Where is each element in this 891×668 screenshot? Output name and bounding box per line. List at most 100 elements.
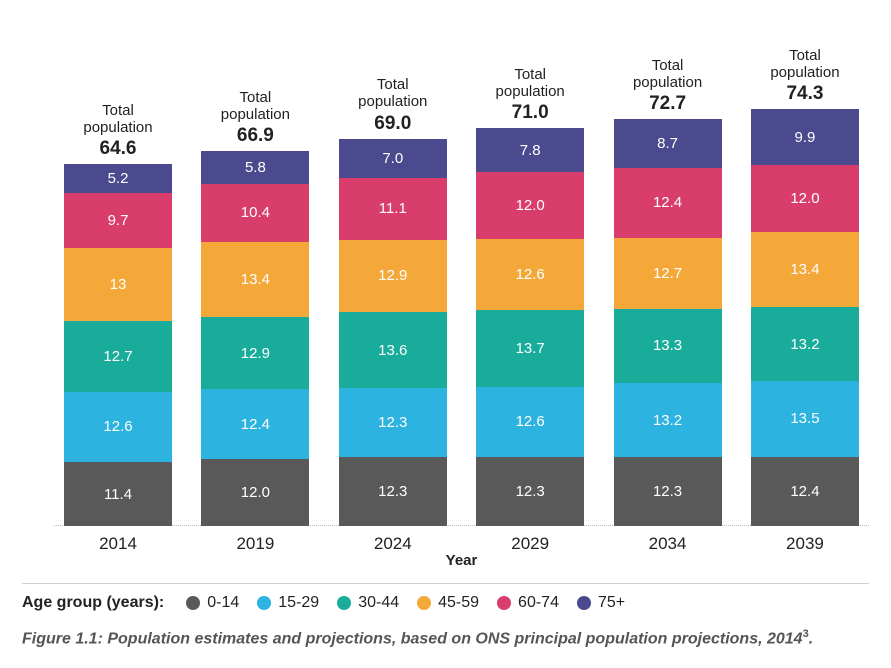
bar-segment: 13.6 bbox=[339, 312, 447, 388]
bar-segment: 10.4 bbox=[201, 184, 309, 242]
year-label: 2029 bbox=[511, 534, 549, 554]
bar-stack: 12.312.613.712.612.07.8 bbox=[476, 128, 584, 526]
bar-segment: 13.4 bbox=[201, 242, 309, 317]
legend-label: 0-14 bbox=[207, 594, 239, 612]
year-label: 2019 bbox=[236, 534, 274, 554]
legend-dot-icon bbox=[417, 596, 431, 610]
bar-segment: 12.0 bbox=[476, 172, 584, 239]
bar-segment: 12.0 bbox=[201, 459, 309, 526]
bar-segment: 13.5 bbox=[751, 381, 859, 457]
bar-column: Totalpopulation72.712.313.213.312.712.48… bbox=[608, 57, 728, 550]
bar-segment: 5.2 bbox=[64, 164, 172, 193]
bar-top-label: Totalpopulation66.9 bbox=[221, 89, 290, 148]
bar-top-label: Totalpopulation69.0 bbox=[358, 76, 427, 135]
bar-segment: 13.2 bbox=[751, 307, 859, 381]
bar-top-label: Totalpopulation74.3 bbox=[770, 47, 839, 106]
year-label: 2024 bbox=[374, 534, 412, 554]
bar-top-label: Totalpopulation71.0 bbox=[496, 66, 565, 125]
bar-columns: Totalpopulation64.611.412.612.7139.75.22… bbox=[54, 10, 869, 550]
bar-column: Totalpopulation71.012.312.613.712.612.07… bbox=[470, 66, 590, 550]
y-axis-label-wrap: Population (millions) bbox=[22, 10, 54, 550]
legend-label: 45-59 bbox=[438, 594, 479, 612]
figure-caption: Figure 1.1: Population estimates and pro… bbox=[22, 626, 869, 652]
bar-segment: 12.9 bbox=[201, 317, 309, 389]
bar-segment: 12.3 bbox=[339, 388, 447, 457]
legend-dot-icon bbox=[577, 596, 591, 610]
bar-segment: 5.8 bbox=[201, 151, 309, 183]
legend-label: 75+ bbox=[598, 594, 625, 612]
separator bbox=[22, 583, 869, 584]
total-label: Totalpopulation bbox=[770, 47, 839, 82]
bar-stack: 12.312.313.612.911.17.0 bbox=[339, 139, 447, 526]
year-label: 2039 bbox=[786, 534, 824, 554]
bar-segment: 9.9 bbox=[751, 109, 859, 164]
bar-segment: 12.0 bbox=[751, 165, 859, 232]
bar-top-label: Totalpopulation72.7 bbox=[633, 57, 702, 116]
bar-column: Totalpopulation64.611.412.612.7139.75.22… bbox=[58, 102, 178, 550]
bar-segment: 12.3 bbox=[476, 457, 584, 526]
bar-segment: 8.7 bbox=[614, 119, 722, 168]
bar-segment: 11.4 bbox=[64, 462, 172, 526]
bar-segment: 12.4 bbox=[751, 457, 859, 526]
bar-stack: 12.012.412.913.410.45.8 bbox=[201, 151, 309, 526]
legend-item: 75+ bbox=[577, 594, 625, 612]
year-label: 2034 bbox=[649, 534, 687, 554]
legend-dot-icon bbox=[257, 596, 271, 610]
bar-segment: 12.4 bbox=[614, 168, 722, 237]
bar-segment: 7.0 bbox=[339, 139, 447, 178]
legend-title: Age group (years): bbox=[22, 594, 164, 612]
legend-dot-icon bbox=[497, 596, 511, 610]
bar-segment: 13.2 bbox=[614, 383, 722, 457]
chart-area: Population (millions) Totalpopulation64.… bbox=[22, 10, 869, 550]
bar-segment: 9.7 bbox=[64, 193, 172, 247]
total-value: 71.0 bbox=[496, 102, 565, 124]
bar-segment: 12.3 bbox=[339, 457, 447, 526]
total-label: Totalpopulation bbox=[633, 57, 702, 92]
bar-segment: 13.7 bbox=[476, 310, 584, 387]
total-label: Totalpopulation bbox=[496, 66, 565, 101]
bar-segment: 13.4 bbox=[751, 232, 859, 307]
legend-label: 60-74 bbox=[518, 594, 559, 612]
bar-segment: 13.3 bbox=[614, 309, 722, 383]
legend: Age group (years): 0-14 15-29 30-44 45-59 60… bbox=[22, 594, 869, 612]
total-label: Totalpopulation bbox=[83, 102, 152, 137]
bar-segment: 12.7 bbox=[614, 238, 722, 309]
legend-item: 45-59 bbox=[417, 594, 479, 612]
legend-item: 60-74 bbox=[497, 594, 559, 612]
bar-segment: 7.8 bbox=[476, 128, 584, 172]
year-label: 2014 bbox=[99, 534, 137, 554]
legend-label: 15-29 bbox=[278, 594, 319, 612]
total-value: 69.0 bbox=[358, 113, 427, 135]
legend-label: 30-44 bbox=[358, 594, 399, 612]
legend-dot-icon bbox=[186, 596, 200, 610]
total-value: 66.9 bbox=[221, 125, 290, 147]
bar-segment: 12.4 bbox=[201, 389, 309, 458]
total-value: 74.3 bbox=[770, 83, 839, 105]
caption-end: . bbox=[809, 630, 813, 647]
bar-segment: 12.7 bbox=[64, 321, 172, 392]
bar-segment: 12.9 bbox=[339, 240, 447, 312]
bar-segment: 13 bbox=[64, 248, 172, 321]
x-axis-label: Year bbox=[54, 552, 869, 569]
total-value: 64.6 bbox=[83, 138, 152, 160]
bar-column: Totalpopulation74.312.413.513.213.412.09… bbox=[745, 47, 865, 550]
bar-column: Totalpopulation69.012.312.313.612.911.17… bbox=[333, 76, 453, 550]
total-value: 72.7 bbox=[633, 93, 702, 115]
bar-stack: 12.313.213.312.712.48.7 bbox=[614, 119, 722, 526]
legend-item: 0-14 bbox=[186, 594, 239, 612]
legend-dot-icon bbox=[337, 596, 351, 610]
bar-segment: 12.6 bbox=[64, 392, 172, 463]
bar-stack: 11.412.612.7139.75.2 bbox=[64, 164, 172, 526]
legend-item: 15-29 bbox=[257, 594, 319, 612]
bar-top-label: Totalpopulation64.6 bbox=[83, 102, 152, 161]
bar-stack: 12.413.513.213.412.09.9 bbox=[751, 109, 859, 526]
total-label: Totalpopulation bbox=[221, 89, 290, 124]
bar-column: Totalpopulation66.912.012.412.913.410.45… bbox=[195, 89, 315, 550]
legend-item: 30-44 bbox=[337, 594, 399, 612]
total-label: Totalpopulation bbox=[358, 76, 427, 111]
figure-container: Population (millions) Totalpopulation64.… bbox=[0, 0, 891, 668]
bar-segment: 11.1 bbox=[339, 178, 447, 240]
bar-segment: 12.6 bbox=[476, 239, 584, 310]
bar-segment: 12.3 bbox=[614, 457, 722, 526]
caption-text: Figure 1.1: Population estimates and pro… bbox=[22, 630, 803, 647]
